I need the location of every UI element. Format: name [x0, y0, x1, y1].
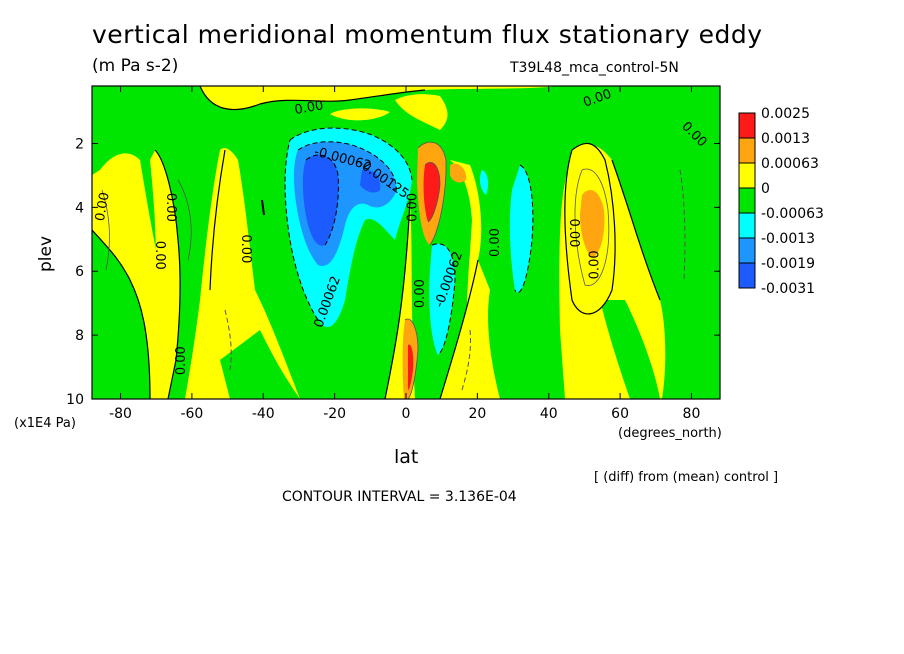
field-red-region [408, 344, 414, 390]
field-yellow-patch [330, 108, 390, 121]
y-axis-unit: (x1E4 Pa) [14, 416, 76, 431]
colorbar-swatch [738, 237, 756, 264]
x-tick-label: -20 [323, 406, 346, 422]
field-yellow-patch [395, 94, 448, 130]
contour-label: 0.00 [238, 234, 253, 263]
y-tick-label: 2 [75, 136, 84, 152]
field-green-region-south [220, 330, 300, 399]
contour-interval: CONTOUR INTERVAL = 3.136E-04 [282, 489, 517, 505]
colorbar-swatch [738, 212, 756, 239]
colorbar-label: -0.0019 [761, 256, 815, 272]
x-tick-label: 20 [468, 406, 486, 422]
colorbar-swatch [738, 112, 756, 139]
chart-title: vertical meridional momentum flux statio… [92, 20, 763, 49]
y-axis: 2 4 6 8 10 [66, 136, 720, 408]
x-tick-label: -80 [109, 406, 132, 422]
y-tick-label: 10 [66, 392, 84, 408]
plot-area [92, 86, 720, 399]
field-green-region-west [92, 230, 150, 399]
field-green-region [92, 86, 720, 399]
field-yellow-patch [450, 160, 482, 330]
contour-label: 0.00 [93, 191, 113, 222]
contour-label: 0.00 [566, 218, 581, 247]
contour-label: 0.00 [588, 250, 603, 279]
contour-label: 0.00 [163, 193, 178, 222]
contour-label: 0.00 [293, 98, 324, 118]
field-cyan-region [479, 170, 489, 195]
colorbar-label: 0.0025 [761, 106, 810, 122]
field-red-region [423, 162, 440, 222]
x-tick-label: 80 [683, 406, 701, 422]
field-orange-region [450, 163, 467, 183]
y-tick-label: 8 [75, 328, 84, 344]
diff-note: [ (diff) from (mean) control ] [594, 470, 779, 485]
field-darkblue-region [302, 155, 339, 246]
x-tick-label: 0 [402, 406, 411, 422]
y-tick-label: 6 [75, 264, 84, 280]
contour-label: 0.00 [152, 241, 167, 270]
colorbar-label: -0.0013 [761, 231, 815, 247]
contour-lines-zero [92, 86, 661, 399]
colorbar-label: 0.00063 [761, 156, 819, 172]
field-orange-region [580, 190, 605, 258]
x-tick-label: -40 [252, 406, 275, 422]
x-axis-label: lat [394, 446, 419, 468]
colorbar: 0.0025 0.0013 0.00063 0 -0.00063 -0.0013 -0.00… [738, 106, 824, 297]
colorbar-label: -0.00063 [761, 206, 824, 222]
y-tick-label: 4 [75, 200, 84, 216]
field-green-region-east [600, 300, 660, 399]
colorbar-label: 0.0013 [761, 131, 810, 147]
x-axis: -80 -60 -40 -20 0 20 40 60 80 [109, 86, 700, 422]
x-tick-label: -60 [180, 406, 203, 422]
field-cyan-region [509, 165, 533, 293]
contour-lines-positive [101, 141, 610, 399]
field-yellow-patch [210, 150, 243, 300]
contour-lines-negative [224, 127, 686, 391]
field-yellow-patch [150, 150, 181, 399]
contour-label: 0.00 [488, 228, 503, 257]
colorbar-label: 0 [761, 181, 770, 197]
x-axis-unit: (degrees_north) [618, 426, 722, 441]
contour-label: 0.00 [174, 346, 189, 375]
chart-units: (m Pa s-2) [92, 56, 179, 76]
contour-label: 0.00 [406, 193, 421, 222]
colorbar-label: -0.0031 [761, 281, 815, 297]
colorbar-swatch [738, 137, 756, 164]
contour-label: 0.00 [413, 279, 428, 308]
x-tick-label: 60 [611, 406, 629, 422]
x-tick-label: 40 [540, 406, 558, 422]
colorbar-swatch [738, 187, 756, 214]
field-darkblue-region [360, 169, 381, 193]
run-label: T39L48_mca_control-5N [510, 60, 679, 76]
colorbar-swatch [738, 162, 756, 189]
colorbar-swatch [738, 262, 756, 289]
